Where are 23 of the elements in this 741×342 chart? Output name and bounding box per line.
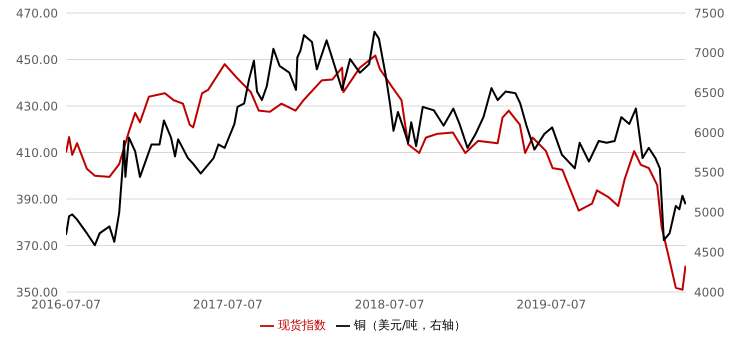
y-tick-label: 410.00	[16, 146, 58, 160]
y-tick-label: 450.00	[16, 52, 58, 67]
legend-label: 现货指数	[278, 318, 326, 332]
x-tick-label: 2017-07-07	[192, 298, 263, 312]
y2-tick-label: 4500	[694, 245, 725, 260]
y2-tick-label: 6500	[694, 86, 725, 100]
y2-tick-label: 5000	[694, 206, 725, 220]
y-tick-label: 370.00	[16, 238, 58, 253]
line-series	[66, 54, 686, 291]
y2-tick-label: 7000	[694, 46, 725, 60]
x-tick-label: 2019-07-07	[516, 298, 586, 312]
line-series	[66, 30, 686, 246]
y-tick-label: 350.00	[16, 285, 58, 300]
y-tick-label: 390.00	[16, 192, 58, 206]
y-tick-label: 430.00	[16, 99, 58, 114]
legend-label: 铜（美元/吨，右轴）	[354, 318, 466, 332]
x-tick-label: 2016-07-07	[31, 298, 101, 312]
y2-tick-label: 7500	[694, 6, 725, 20]
y-tick-label: 470.00	[16, 6, 58, 20]
y2-tick-label: 6000	[694, 126, 725, 140]
y2-tick-label: 4000	[694, 285, 725, 300]
y2-tick-label: 5500	[694, 166, 725, 180]
x-tick-label: 2018-07-07	[354, 298, 424, 312]
